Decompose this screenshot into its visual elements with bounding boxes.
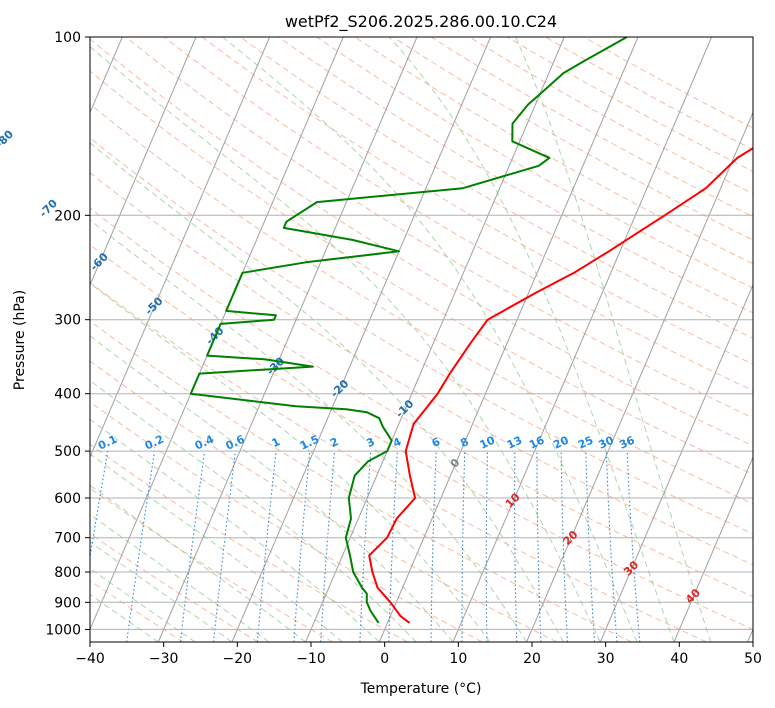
moist-adiabat	[90, 379, 417, 642]
mixing-ratio-line	[213, 451, 236, 642]
pressure-gridlines	[90, 37, 753, 630]
mixing-ratio-label: 10	[478, 433, 498, 451]
mixing-ratio-label: 25	[576, 434, 595, 452]
isotherm-line	[305, 37, 565, 642]
x-tick-label: 10	[449, 651, 467, 667]
dry-adiabat	[90, 443, 408, 642]
y-tick-label: 600	[54, 491, 81, 507]
y-tick-label: 800	[54, 565, 81, 581]
moist-adiabat	[90, 219, 528, 642]
mixing-ratio-label: 30	[597, 433, 617, 451]
series-layer	[189, 37, 753, 624]
mixing-ratio-line	[126, 451, 156, 642]
temperature-profile	[368, 146, 753, 624]
y-tick-label: 900	[54, 595, 81, 611]
dewpoint-profile	[189, 37, 628, 624]
y-tick-label: 700	[54, 531, 81, 547]
mixing-ratio-label: 13	[505, 434, 524, 452]
y-tick-label: 1000	[45, 622, 81, 638]
moist-adiabat	[90, 418, 380, 642]
dry-adiabat	[90, 360, 558, 642]
dry-adiabat	[90, 38, 753, 447]
dry-adiabat	[90, 244, 753, 630]
isotherm-line	[526, 111, 753, 642]
x-axis-label: Temperature (°C)	[360, 681, 482, 697]
isotherm-line	[90, 37, 271, 459]
background-lines	[90, 37, 753, 642]
dry-adiabat	[201, 37, 753, 365]
y-tick-label: 300	[54, 313, 81, 329]
mixing-ratio-label: 36	[617, 433, 637, 451]
moist-adiabat	[388, 37, 675, 642]
dry-adiabat	[90, 207, 753, 598]
moist-adiabat	[90, 593, 159, 642]
dry-adiabat	[90, 172, 753, 566]
dry-adiabat	[125, 37, 753, 419]
x-tick-label: 50	[744, 651, 762, 667]
y-tick-label: 100	[54, 30, 81, 46]
isotherm-line	[452, 37, 713, 642]
x-axis-ticks: −40 −30 −20 −10 0 10 20 30 40 50	[75, 642, 762, 667]
moist-adiabat	[90, 513, 270, 642]
x-tick-label: 0	[380, 651, 389, 667]
x-tick-label: 30	[597, 651, 615, 667]
x-tick-label: 20	[523, 651, 541, 667]
x-tick-label: −10	[296, 651, 326, 667]
moist-adiabat	[90, 567, 196, 642]
y-axis-ticks: 100 200 300 400 500 600 700 800 900 1000	[45, 30, 90, 638]
y-tick-label: 200	[54, 208, 81, 224]
mixing-ratio-line	[256, 451, 277, 642]
moist-adiabat	[515, 37, 712, 642]
isotherm-line	[157, 37, 418, 642]
isotherm-line	[231, 37, 492, 642]
x-tick-label: −40	[75, 651, 105, 667]
mixing-ratio-line	[179, 451, 206, 642]
mixing-ratio-label: 20	[551, 433, 571, 451]
mixing-ratio-line	[293, 451, 311, 642]
moist-adiabat	[90, 142, 564, 642]
y-tick-label: 400	[54, 387, 81, 403]
moist-adiabat	[90, 335, 454, 642]
moist-adiabat	[222, 37, 638, 642]
y-tick-label: 500	[54, 444, 81, 460]
y-axis-label: Pressure (hPa)	[12, 290, 28, 390]
dry-adiabat	[90, 70, 753, 476]
plot-frame	[89, 36, 754, 643]
chart-title: wetPf2_S206.2025.286.00.10.C24	[285, 12, 557, 32]
x-tick-label: −30	[149, 651, 179, 667]
dry-adiabat	[163, 37, 753, 392]
dry-adiabat	[90, 137, 753, 535]
x-tick-label: 40	[670, 651, 688, 667]
isotherm-line	[90, 37, 197, 287]
isotherm-line	[673, 455, 753, 642]
moist-adiabat	[90, 45, 601, 642]
isotherm-line	[378, 37, 639, 642]
x-tick-label: −20	[223, 651, 253, 667]
moist-adiabat	[90, 453, 343, 642]
dry-adiabat	[90, 320, 632, 642]
mixing-ratio-label: 16	[527, 433, 547, 451]
isotherm-line	[599, 283, 753, 642]
